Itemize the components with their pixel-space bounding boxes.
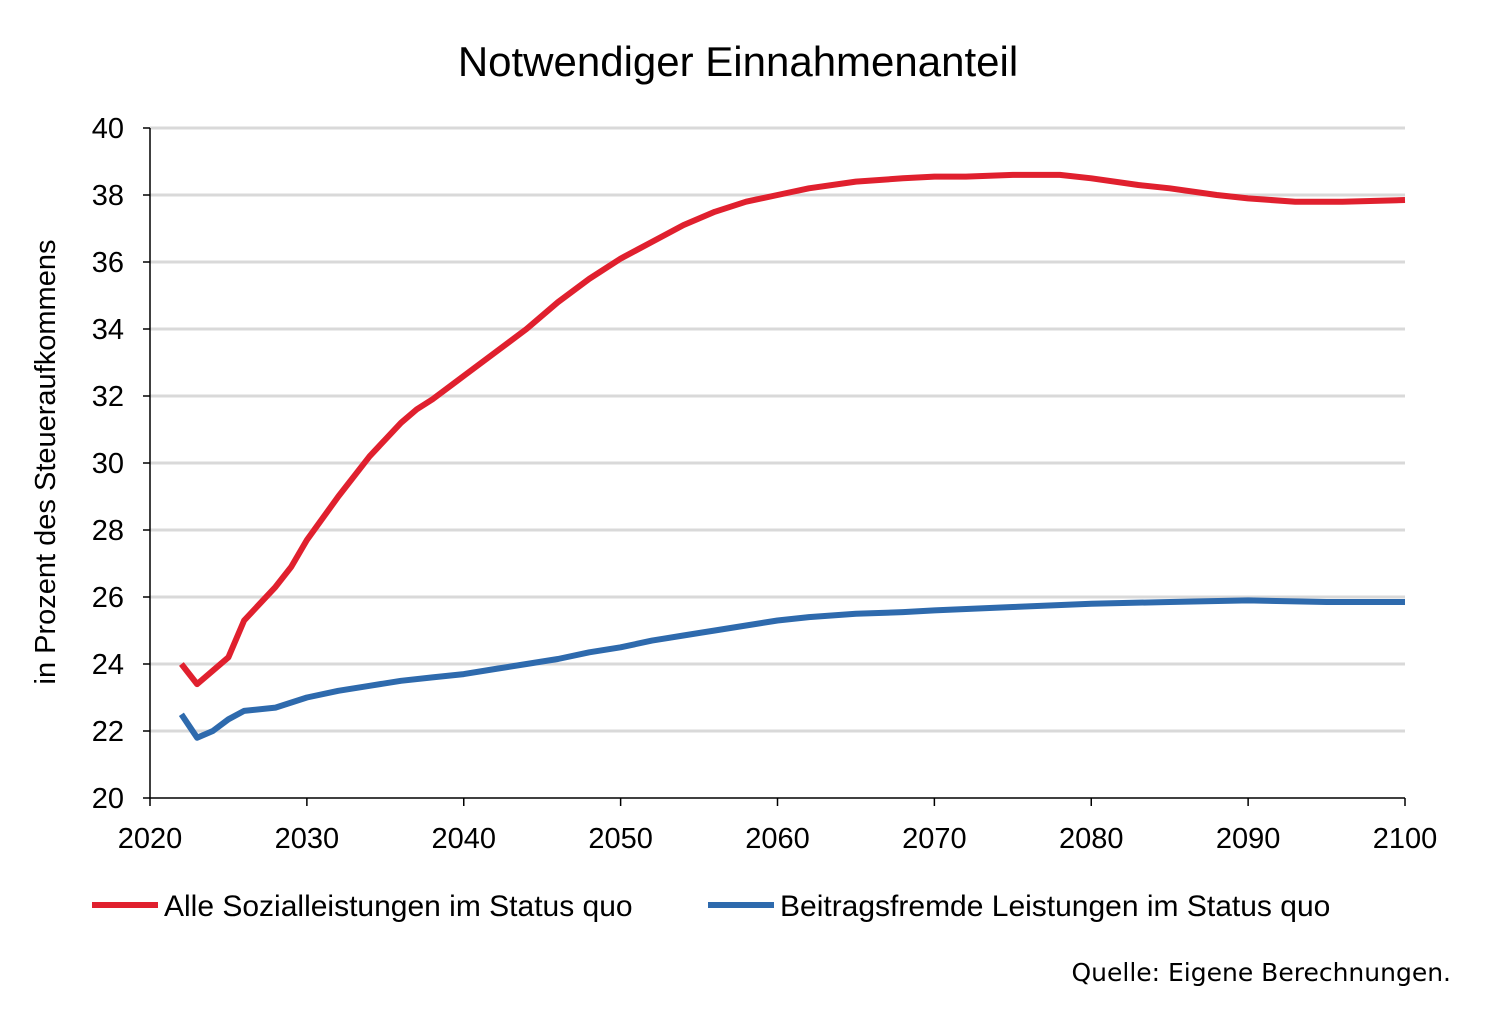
y-tick-label: 22 [92,716,124,748]
legend-label-1: Alle Sozialleistungen im Status quo [164,890,633,923]
x-tick-label: 2090 [1216,823,1281,855]
x-tick-label: 2100 [1373,823,1438,855]
gridlines [150,126,1405,733]
x-tick-label: 2020 [118,823,183,855]
legend: Alle Sozialleistungen im Status quo Beitr… [92,890,1330,923]
y-axis-label: in Prozent des Steueraufkommens [30,240,62,685]
chart-title: Notwendiger Einnahmenanteil [458,38,1018,85]
y-tick-label: 30 [92,448,124,480]
y-tick-label: 36 [92,247,124,279]
y-tick-label: 24 [92,649,124,681]
y-tick-label: 40 [92,113,124,145]
x-tick-label: 2070 [902,823,967,855]
source-note: Quelle: Eigene Berechnungen. [1071,958,1451,987]
series-line-2 [178,597,1405,741]
x-tick-label: 2060 [745,823,810,855]
legend-label-2: Beitragsfremde Leistungen im Status quo [780,890,1330,923]
y-tick-label: 20 [92,783,124,815]
y-tick-label: 34 [92,314,124,346]
y-tick-label: 38 [92,180,124,212]
y-tick-label: 32 [92,381,124,413]
y-tick-label: 26 [92,582,124,614]
series-lines [178,171,1406,741]
axes: 20 22 24 26 28 30 32 34 36 38 40 2020 2030 2040 2050 20… [92,113,1438,855]
series-line-1 [179,171,1406,688]
y-tick-label: 28 [92,515,124,547]
x-tick-label: 2040 [431,823,496,855]
x-tick-label: 2050 [588,823,653,855]
x-tick-label: 2030 [275,823,340,855]
x-tick-label: 2080 [1059,823,1124,855]
